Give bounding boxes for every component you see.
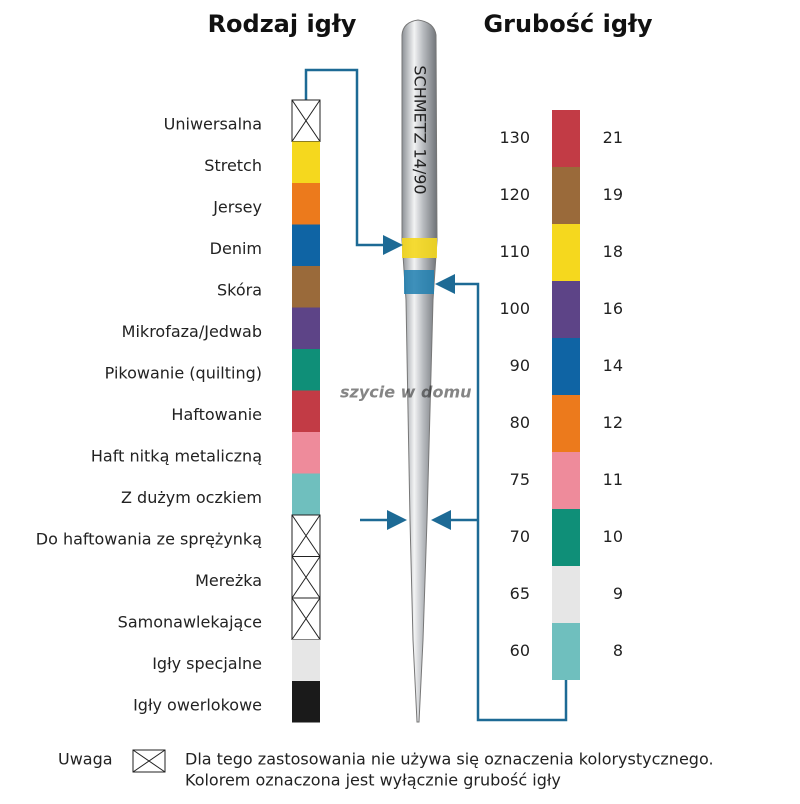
type-label: Pikowanie (quilting) [105,363,262,382]
size-nm: 120 [499,185,530,204]
size-nm: 75 [510,470,530,489]
connector [435,274,568,722]
note-text: Dla tego zastosowania nie używa się ozna… [185,750,714,769]
type-color [292,224,320,266]
size-nm: 110 [499,242,530,261]
size-nm: 60 [510,641,530,660]
size-color [552,110,580,167]
right-title: Grubość igły [483,10,652,38]
size-us: 21 [603,128,623,147]
type-label: Denim [210,239,262,258]
type-cross [291,556,321,599]
type-label: Do haftowania ze sprężynką [36,529,262,548]
needle: SCHMETZ 14/90 [401,19,438,723]
left-title: Rodzaj igły [208,10,357,38]
size-us: 14 [603,356,623,375]
note-text: Kolorem oznaczona jest wyłącznie grubość… [185,771,561,790]
size-us: 16 [603,299,623,318]
size-nm: 65 [510,584,530,603]
type-color [292,473,320,515]
type-color [292,183,320,225]
type-color [292,141,320,183]
size-color [552,395,580,452]
type-color [292,390,320,432]
type-color [292,266,320,308]
size-us: 10 [603,527,623,546]
type-color [292,681,320,723]
type-label: Jersey [212,197,262,216]
size-us: 12 [603,413,623,432]
size-color [552,338,580,395]
size-color [552,167,580,224]
size-color [552,224,580,281]
type-color [292,349,320,391]
type-label: Igły owerlokowe [133,695,262,714]
connector [304,68,403,255]
type-cross [291,597,321,640]
type-label: Z dużym oczkiem [121,488,262,507]
type-label: Skóra [217,280,262,299]
type-label: Uniwersalna [164,114,262,133]
type-color [292,639,320,681]
type-color [292,307,320,349]
type-label: Haftowanie [171,405,262,424]
type-label: Mereżka [195,571,262,590]
size-us: 9 [613,584,623,603]
type-cross [291,514,321,557]
size-nm: 90 [510,356,530,375]
size-nm: 100 [499,299,530,318]
size-us: 8 [613,641,623,660]
size-nm: 80 [510,413,530,432]
type-color [292,432,320,474]
size-color [552,509,580,566]
type-label: Samonawlekające [118,612,262,631]
type-cross [291,99,321,142]
size-nm: 70 [510,527,530,546]
size-us: 11 [603,470,623,489]
type-label: Haft nitką metaliczną [91,446,262,465]
size-color [552,281,580,338]
size-color [552,623,580,680]
needle-engraving: SCHMETZ 14/90 [411,65,430,194]
type-label: Igły specjalne [152,654,262,673]
note-cross [132,749,166,773]
size-color [552,452,580,509]
size-color [552,566,580,623]
size-nm: 130 [499,128,530,147]
size-us: 19 [603,185,623,204]
watermark: szycie w domu [340,383,472,402]
size-us: 18 [603,242,623,261]
type-label: Stretch [204,156,262,175]
note-label: Uwaga [58,750,113,769]
type-label: Mikrofaza/Jedwab [122,322,262,341]
